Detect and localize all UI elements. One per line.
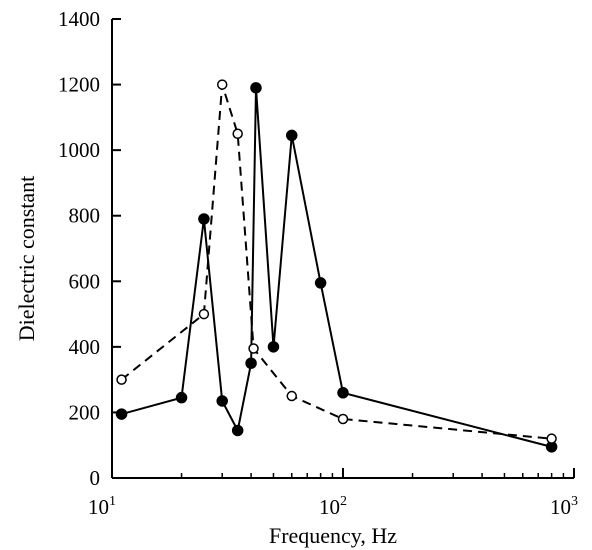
series-1-point bbox=[337, 387, 349, 399]
series-1-point bbox=[115, 408, 128, 420]
series-1-line bbox=[121, 87, 552, 448]
series-2-point bbox=[232, 128, 243, 139]
series-1-point bbox=[245, 357, 257, 369]
series-2-point bbox=[248, 343, 259, 354]
series-1-point bbox=[267, 341, 280, 353]
series-1-point bbox=[314, 277, 327, 289]
series-2-point bbox=[546, 433, 557, 444]
y-tick-label: 1000 bbox=[58, 138, 100, 162]
series-layer bbox=[115, 79, 558, 453]
series-2-line bbox=[120, 84, 552, 440]
y-tick-label: 200 bbox=[69, 400, 101, 424]
y-tick-label: 800 bbox=[69, 204, 101, 228]
y-tick-label: 400 bbox=[69, 335, 101, 359]
series-2-point bbox=[116, 374, 127, 385]
axes: 0 200 400 600 800 1000 1200 1400 101 102 103 bbox=[58, 7, 578, 519]
series-1-point bbox=[250, 82, 262, 94]
y-tick-label: 600 bbox=[69, 269, 101, 293]
x-axis-title: Frequency, Hz bbox=[269, 523, 397, 548]
x-tick-label: 101 bbox=[88, 494, 116, 519]
series-1-point bbox=[286, 129, 298, 142]
series-2-point bbox=[286, 390, 298, 402]
y-tick-label: 1200 bbox=[58, 73, 100, 97]
y-tick-label: 0 bbox=[90, 466, 101, 490]
series-2-point bbox=[216, 79, 228, 90]
series-2-point bbox=[198, 308, 210, 320]
x-tick-label: 102 bbox=[319, 494, 347, 519]
series-1-point bbox=[216, 395, 228, 407]
y-axis-title: Dielectric constant bbox=[14, 176, 39, 342]
series-1-point bbox=[231, 424, 244, 437]
series-2-point bbox=[337, 413, 349, 425]
x-tick-label: 103 bbox=[550, 494, 578, 519]
y-tick-label: 1400 bbox=[58, 7, 100, 31]
series-1-point bbox=[175, 391, 188, 404]
series-1-point bbox=[198, 213, 210, 225]
